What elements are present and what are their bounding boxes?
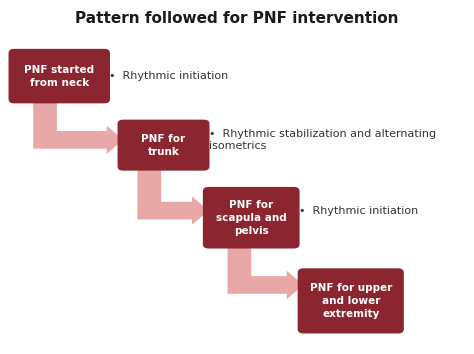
Text: PNF for upper
and lower
extremity: PNF for upper and lower extremity xyxy=(310,283,392,319)
Text: •  Rhythmic stabilization and alternating
isometrics: • Rhythmic stabilization and alternating… xyxy=(209,129,436,151)
FancyBboxPatch shape xyxy=(298,268,404,333)
FancyBboxPatch shape xyxy=(9,49,110,103)
Text: •  Rhythmic initiation: • Rhythmic initiation xyxy=(299,206,418,216)
Polygon shape xyxy=(33,99,123,154)
FancyBboxPatch shape xyxy=(118,120,210,171)
FancyBboxPatch shape xyxy=(203,187,300,249)
Text: •  Rhythmic initiation: • Rhythmic initiation xyxy=(109,71,228,81)
Text: PNF for
scapula and
pelvis: PNF for scapula and pelvis xyxy=(216,200,287,235)
Text: PNF for
trunk: PNF for trunk xyxy=(141,134,186,156)
Polygon shape xyxy=(137,166,209,225)
Text: Pattern followed for PNF intervention: Pattern followed for PNF intervention xyxy=(75,11,399,25)
Polygon shape xyxy=(228,244,303,299)
Text: PNF started
from neck: PNF started from neck xyxy=(24,65,94,87)
